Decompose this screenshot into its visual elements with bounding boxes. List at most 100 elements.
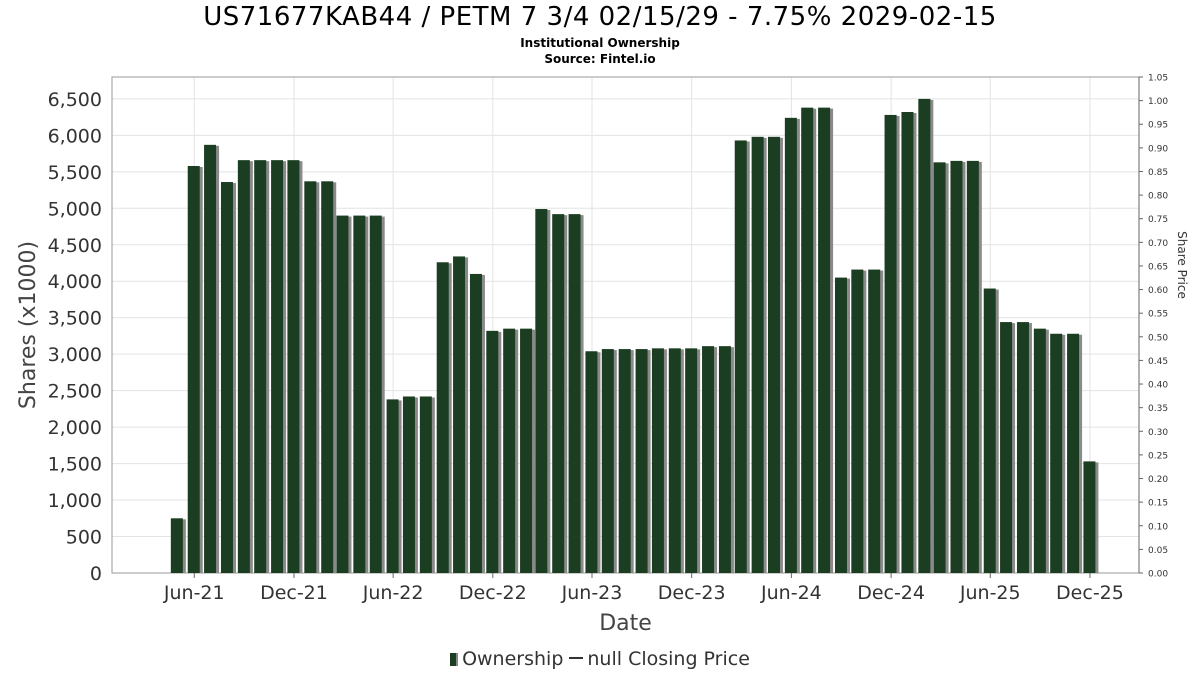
- ownership-bar: [685, 348, 698, 573]
- ownership-bar: [386, 399, 399, 573]
- ownership-bar: [668, 348, 681, 573]
- x-tick-label: Jun-25: [959, 582, 1021, 604]
- x-tick-label: Dec-23: [658, 582, 726, 604]
- ownership-bar: [983, 288, 996, 573]
- x-tick-label: Dec-22: [459, 582, 527, 604]
- ownership-bar: [254, 160, 267, 573]
- ownership-bar: [469, 273, 482, 573]
- legend-price-label: null Closing Price: [587, 648, 750, 670]
- ownership-bar: [486, 330, 499, 573]
- ownership-bar: [950, 160, 963, 573]
- y-tick-label: 3,500: [48, 308, 102, 330]
- y2-tick-label: 0.60: [1148, 286, 1168, 296]
- x-tick-label: Jun-21: [163, 582, 225, 604]
- ownership-bar: [1083, 461, 1096, 573]
- ownership-bar: [402, 396, 415, 573]
- ownership-bar: [552, 214, 565, 574]
- ownership-bar: [767, 136, 780, 573]
- ownership-bar: [933, 162, 946, 573]
- ownership-bar: [801, 107, 814, 574]
- y-tick-label: 0: [90, 563, 102, 585]
- x-tick-label: Jun-22: [362, 582, 424, 604]
- y-tick-label: 1,500: [48, 454, 102, 476]
- y-tick-label: 6,500: [48, 89, 102, 111]
- y2-tick-label: 0.05: [1148, 546, 1168, 556]
- y-tick-label: 4,000: [48, 271, 102, 293]
- ownership-bar: [336, 215, 349, 573]
- y-tick-label: 5,000: [48, 198, 102, 220]
- y2-tick-label: 0.95: [1148, 121, 1168, 131]
- x-tick-label: Jun-23: [561, 582, 623, 604]
- ownership-bar: [170, 518, 183, 573]
- y-tick-label: 1,000: [48, 490, 102, 512]
- x-axis: Jun-21 Dec-21 Jun-22 Dec-22 Jun-23 Dec-23 Jun-…: [163, 573, 1124, 604]
- y2-tick-label: 1.05: [1148, 74, 1168, 84]
- ownership-bar: [568, 214, 581, 574]
- y2-tick-label: 0.25: [1148, 451, 1168, 461]
- ownership-bar: [585, 351, 598, 573]
- y-tick-label: 4,500: [48, 235, 102, 257]
- ownership-bar: [635, 349, 648, 573]
- ownership-bar: [818, 107, 831, 574]
- y2-tick-label: 0.20: [1148, 475, 1168, 485]
- ownership-bar: [321, 181, 334, 573]
- ownership-bar: [220, 182, 233, 574]
- ownership-bar: [520, 328, 533, 573]
- chart-canvas: 0 500 1,000 1,500 2,000 2,500 3,000 3,500 4,000 4…: [16, 74, 1189, 637]
- ownership-bar: [734, 140, 747, 574]
- y2-tick-label: 0.45: [1148, 357, 1168, 367]
- legend-ownership-label: Ownership: [462, 648, 564, 670]
- y2-tick-label: 0.40: [1148, 381, 1168, 391]
- y2-axis: 0.00 0.05 0.10 0.15 0.20 0.25 0.30 0.35 0.40 0.45…: [1138, 74, 1168, 580]
- ownership-bar: [353, 215, 366, 573]
- ownership-bar: [884, 114, 897, 573]
- ownership-bar: [271, 160, 284, 573]
- legend: Ownership null Closing Price: [0, 648, 1200, 670]
- ownership-bar: [419, 396, 432, 573]
- y2-tick-label: 0.55: [1148, 310, 1168, 320]
- ownership-bar: [369, 215, 382, 573]
- chart-subtitle: Institutional Ownership: [520, 36, 680, 50]
- y2-axis-label: Share Price: [1175, 231, 1189, 299]
- ownership-bar: [453, 256, 466, 573]
- ownership-bar: [618, 349, 631, 573]
- closing-price-legend-swatch: [569, 657, 584, 659]
- y-tick-label: 2,000: [48, 417, 102, 439]
- y2-tick-label: 0.00: [1148, 570, 1168, 580]
- ownership-bar: [601, 349, 614, 573]
- ownership-bar: [187, 165, 200, 574]
- y2-tick-label: 0.15: [1148, 499, 1168, 509]
- ownership-bar: [901, 112, 914, 573]
- y-tick-label: 500: [66, 527, 102, 549]
- ownership-bar: [718, 346, 731, 573]
- ownership-legend-swatch: [450, 653, 459, 666]
- x-tick-label: Jun-24: [760, 582, 822, 604]
- ownership-bar: [503, 328, 516, 573]
- y-tick-label: 2,500: [48, 381, 102, 403]
- x-tick-label: Dec-25: [1056, 582, 1124, 604]
- ownership-bar: [751, 136, 764, 573]
- y2-tick-label: 0.10: [1148, 522, 1168, 532]
- ownership-bar: [834, 277, 847, 573]
- y2-tick-label: 0.90: [1148, 144, 1168, 154]
- ownership-bar: [1033, 328, 1046, 573]
- y2-tick-label: 0.85: [1148, 168, 1168, 178]
- ownership-bar: [784, 117, 797, 574]
- x-tick-label: Dec-24: [857, 582, 925, 604]
- y-tick-label: 5,500: [48, 162, 102, 184]
- y2-tick-label: 0.75: [1148, 215, 1168, 225]
- ownership-bar: [851, 269, 864, 573]
- ownership-bar: [304, 181, 317, 573]
- y2-tick-label: 0.50: [1148, 333, 1168, 343]
- y2-tick-label: 0.30: [1148, 428, 1168, 438]
- ownership-bar: [651, 348, 664, 573]
- chart-source: Source: Fintel.io: [544, 52, 656, 66]
- ownership-bar: [868, 269, 881, 573]
- ownership-bar: [1050, 333, 1063, 573]
- y-tick-label: 3,000: [48, 344, 102, 366]
- y2-tick-label: 0.80: [1148, 192, 1168, 202]
- y2-tick-label: 1.00: [1148, 97, 1168, 107]
- bars: [170, 98, 1099, 574]
- ownership-bar: [204, 144, 217, 573]
- ownership-bar: [966, 160, 979, 573]
